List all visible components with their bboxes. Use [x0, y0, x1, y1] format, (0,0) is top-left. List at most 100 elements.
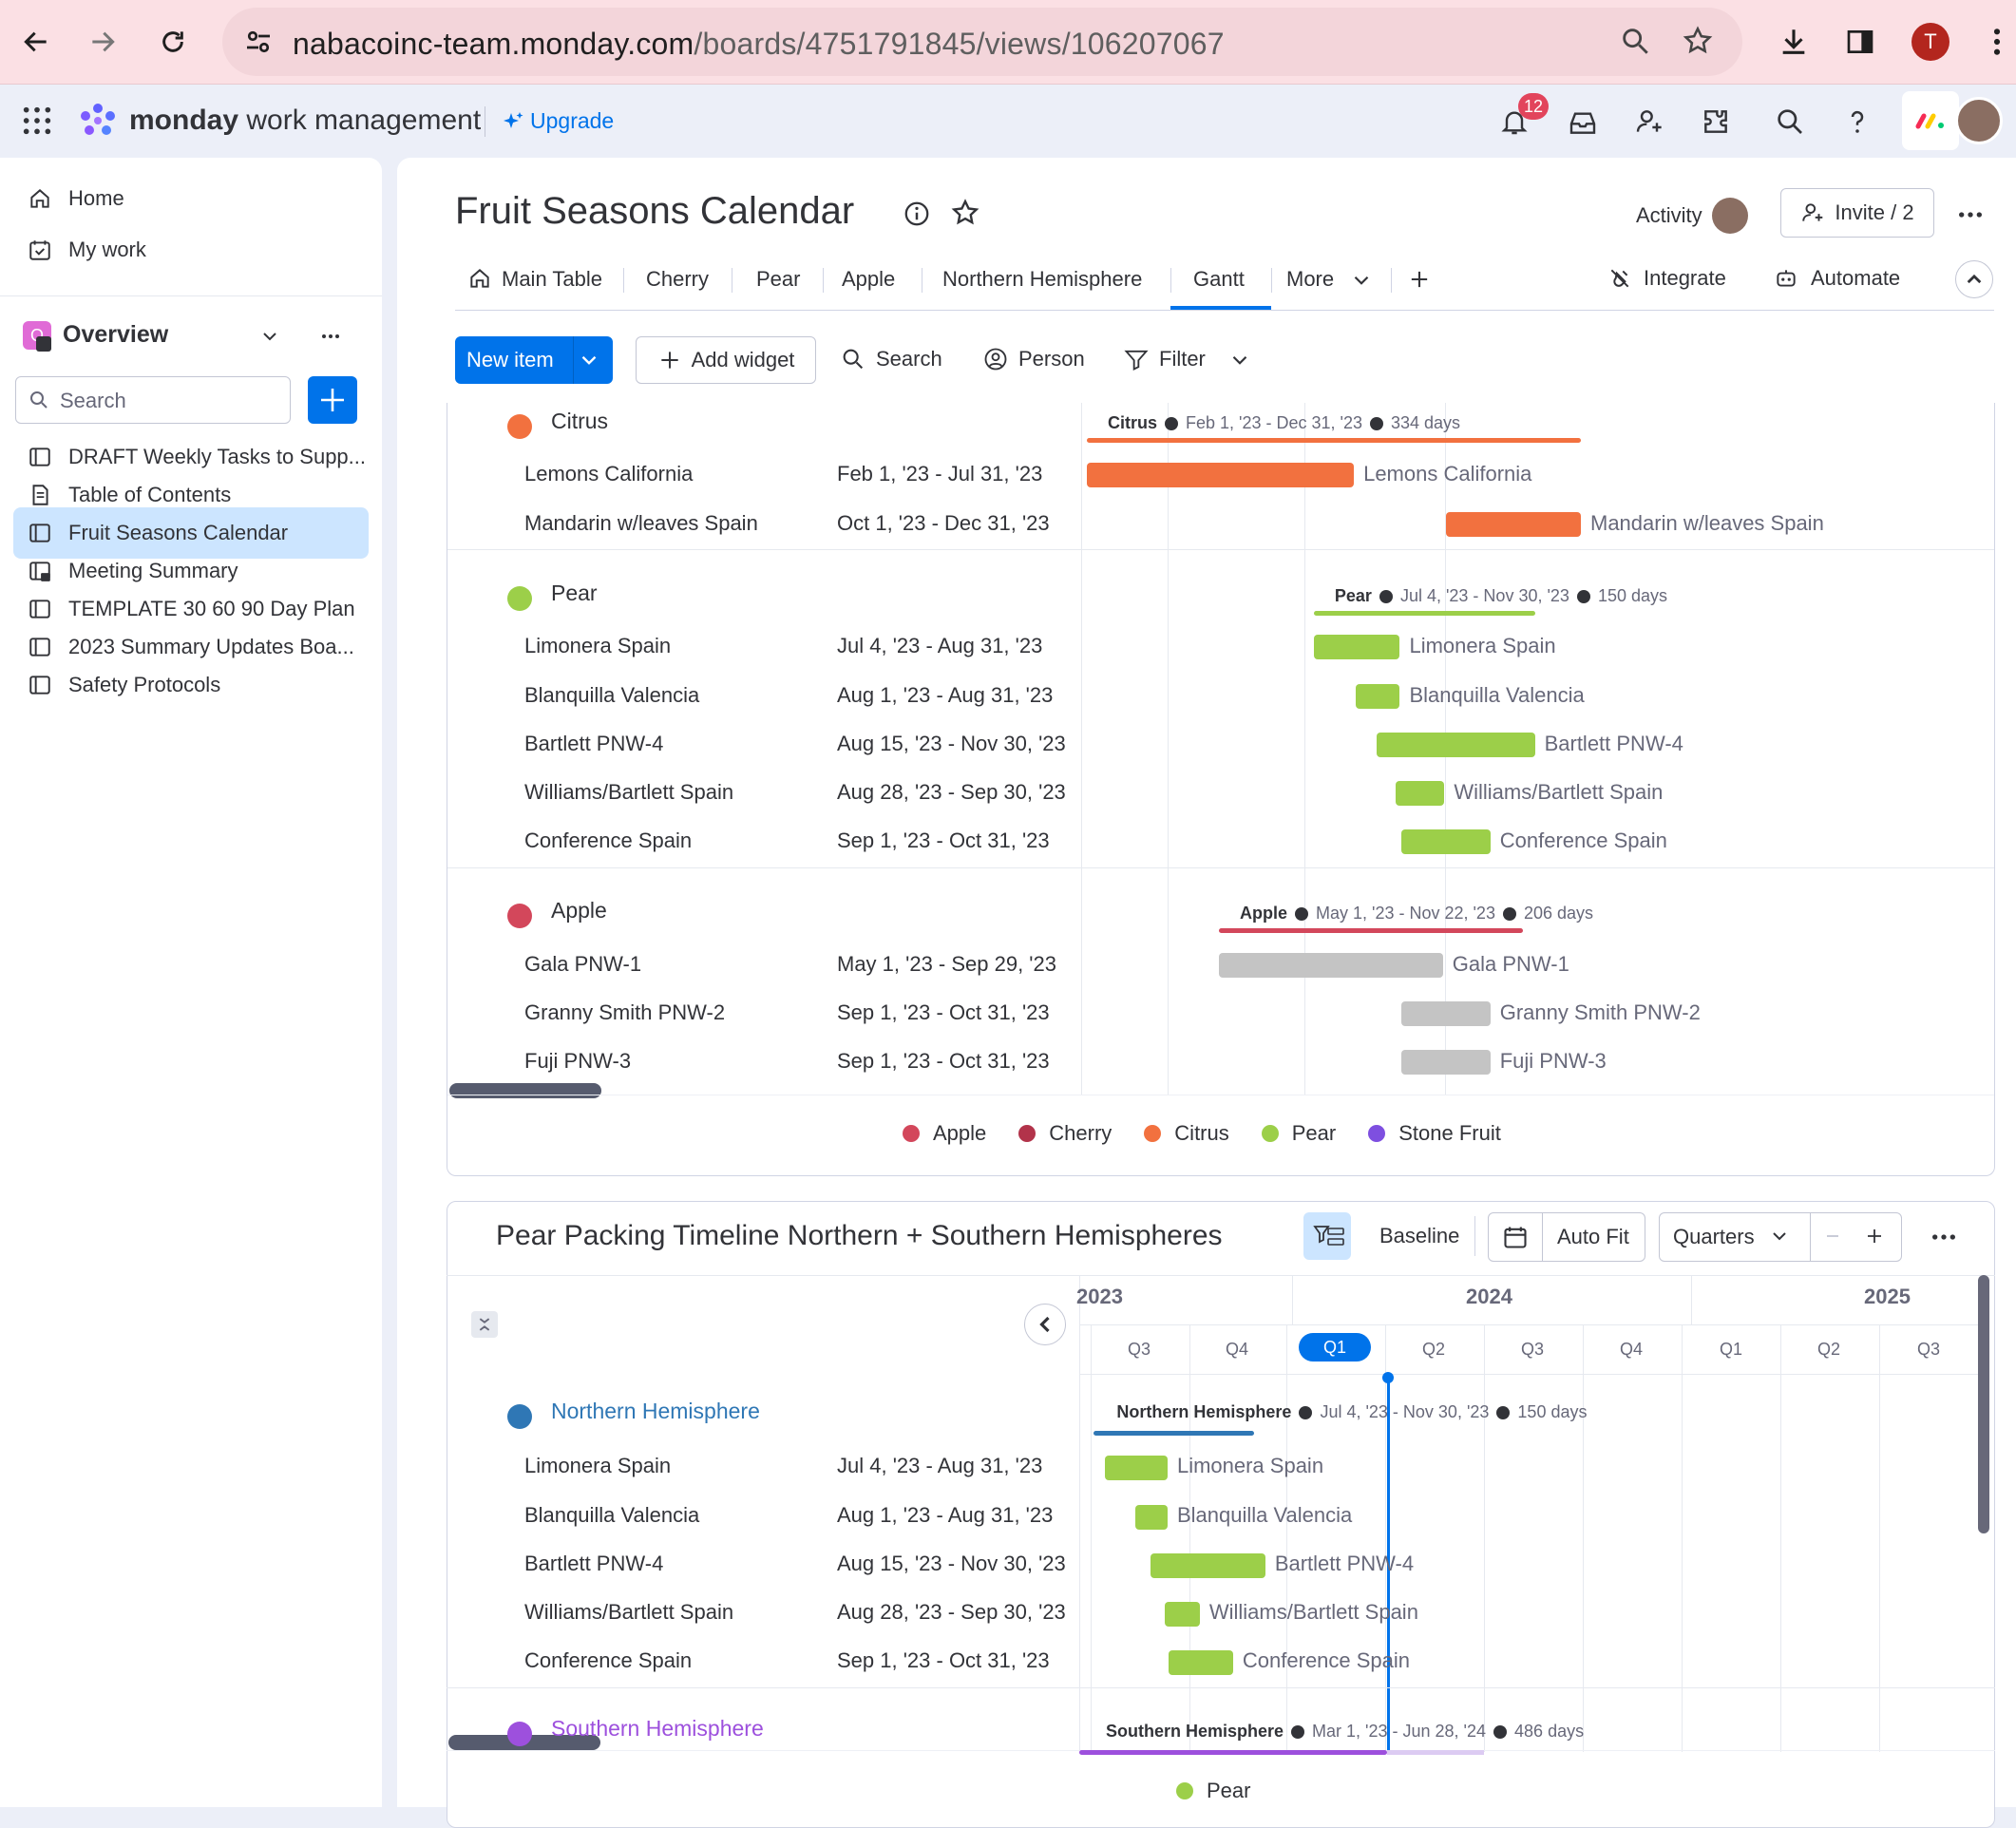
apps-grid-icon[interactable] [21, 105, 53, 137]
search-button[interactable]: Search [840, 346, 942, 372]
item-timeline[interactable]: Sep 1, '23 - Oct 31, '23 [837, 1648, 1050, 1672]
item-name[interactable]: Williams/Bartlett Spain [524, 1600, 734, 1624]
item-timeline[interactable]: Jul 4, '23 - Aug 31, '23 [837, 634, 1043, 657]
item-name[interactable]: Gala PNW-1 [524, 952, 642, 976]
zoom-out-minus-icon[interactable] [1821, 1225, 1844, 1247]
address-bar[interactable]: nabacoinc-team.monday.com/boards/4751791… [222, 8, 1742, 76]
widget-more-icon[interactable] [1929, 1222, 1959, 1252]
item-timeline[interactable]: Sep 1, '23 - Oct 31, '23 [837, 1049, 1050, 1073]
item-timeline[interactable]: Aug 1, '23 - Aug 31, '23 [837, 1503, 1054, 1527]
item-name[interactable]: Blanquilla Valencia [524, 1503, 700, 1527]
legend-item[interactable]: Pear [1261, 1121, 1336, 1146]
item-name[interactable]: Bartlett PNW-4 [524, 1552, 664, 1575]
group-summary-bar[interactable] [1313, 611, 1535, 616]
reload-icon[interactable] [152, 21, 194, 63]
gantt-bar[interactable] [1218, 953, 1443, 978]
profile-avatar[interactable]: T [1910, 21, 1951, 63]
integrations-puzzle-icon[interactable] [1701, 106, 1731, 137]
group-title[interactable]: Apple [551, 898, 607, 923]
tab-cherry[interactable]: Cherry [646, 260, 709, 298]
download-icon[interactable] [1773, 21, 1815, 63]
tab-more[interactable]: More [1286, 260, 1334, 298]
gantt-bar[interactable] [1376, 733, 1535, 757]
item-name[interactable]: Conference Spain [524, 828, 693, 852]
forward-icon[interactable] [82, 21, 124, 63]
gantt-bar[interactable] [1105, 1456, 1168, 1480]
sidebar-board-item[interactable]: Table of Contents [13, 469, 369, 521]
zoom-icon[interactable] [1619, 25, 1651, 57]
group-title[interactable]: Pear [551, 581, 598, 605]
item-timeline[interactable]: Oct 1, '23 - Dec 31, '23 [837, 511, 1050, 535]
collapse-header-button[interactable] [1955, 260, 1993, 298]
group-title[interactable]: Northern Hemisphere [551, 1399, 760, 1423]
item-timeline[interactable]: Sep 1, '23 - Oct 31, '23 [837, 1000, 1050, 1024]
inbox-icon[interactable] [1568, 108, 1598, 137]
integrate-button[interactable]: Integrate [1607, 266, 1726, 291]
user-avatar[interactable] [1955, 97, 2003, 144]
group-summary-bar[interactable] [1087, 438, 1581, 443]
item-name[interactable]: Mandarin w/leaves Spain [524, 511, 758, 535]
item-timeline[interactable]: Jul 4, '23 - Aug 31, '23 [837, 1454, 1043, 1477]
legend-item[interactable]: Apple [903, 1121, 986, 1146]
sidebar-board-item[interactable]: TEMPLATE 30 60 90 Day Plan [13, 583, 369, 635]
site-settings-icon[interactable] [241, 25, 276, 59]
bookmark-star-icon[interactable] [1682, 25, 1714, 57]
group-summary-bar[interactable] [1094, 1431, 1254, 1436]
filter-button[interactable]: Filter [1123, 346, 1206, 372]
automate-button[interactable]: Automate [1773, 266, 1900, 291]
gantt-bar[interactable] [1135, 1505, 1168, 1530]
item-name[interactable]: Limonera Spain [524, 634, 672, 657]
side-panel-icon[interactable] [1839, 21, 1881, 63]
add-widget-button[interactable]: Add widget [636, 336, 816, 384]
item-timeline[interactable]: Sep 1, '23 - Oct 31, '23 [837, 828, 1050, 852]
tab-pear[interactable]: Pear [756, 260, 800, 298]
tab-northern-hemisphere[interactable]: Northern Hemisphere [942, 260, 1142, 298]
legend-item[interactable]: Cherry [1018, 1121, 1112, 1146]
invite-members-icon[interactable] [1634, 106, 1664, 137]
product-switcher[interactable] [1902, 91, 1959, 150]
gantt-bar[interactable] [1401, 1001, 1491, 1026]
sidebar-board-item[interactable]: 2023 Summary Updates Boa... [13, 621, 369, 673]
auto-fit-button[interactable]: Auto Fit [1488, 1212, 1645, 1262]
gantt-bar[interactable] [1401, 1050, 1491, 1075]
item-name[interactable]: Fuji PNW-3 [524, 1049, 632, 1073]
workspace-more-icon[interactable] [317, 325, 344, 348]
scale-dropdown[interactable]: Quarters [1659, 1212, 1902, 1262]
gantt-bar[interactable] [1355, 684, 1400, 709]
sidebar-board-item[interactable]: Fruit Seasons Calendar [13, 507, 369, 559]
item-name[interactable]: Conference Spain [524, 1648, 693, 1672]
info-icon[interactable] [903, 200, 931, 228]
gantt-bar[interactable] [1395, 781, 1445, 806]
scroll-left-button[interactable] [1024, 1304, 1066, 1345]
gantt-bar[interactable] [1087, 463, 1355, 487]
item-timeline[interactable]: May 1, '23 - Sep 29, '23 [837, 952, 1056, 976]
workspace-name[interactable]: Overview [63, 321, 169, 348]
board-more-icon[interactable] [1955, 200, 1986, 230]
legend-item[interactable]: Pear [1176, 1779, 1250, 1803]
upgrade-link[interactable]: Upgrade [502, 108, 614, 134]
vertical-scrollbar[interactable] [1978, 1275, 1989, 1533]
activity-button[interactable]: Activity [1636, 198, 1748, 234]
group-title[interactable]: Citrus [551, 409, 609, 433]
collapse-all-button[interactable] [471, 1311, 498, 1338]
baseline-label[interactable]: Baseline [1379, 1224, 1460, 1247]
page-title[interactable]: Fruit Seasons Calendar [455, 190, 855, 232]
add-board-button[interactable] [308, 376, 357, 424]
group-summary-bar[interactable] [1079, 1750, 1387, 1755]
item-timeline[interactable]: Aug 15, '23 - Nov 30, '23 [837, 732, 1066, 755]
gantt-bar[interactable] [1313, 635, 1400, 659]
notifications-bell-icon[interactable] [1499, 106, 1530, 137]
item-name[interactable]: Blanquilla Valencia [524, 683, 700, 707]
item-timeline[interactable]: Aug 15, '23 - Nov 30, '23 [837, 1552, 1066, 1575]
sidebar-search-input[interactable]: Search [15, 376, 291, 424]
browser-menu-icon[interactable] [1976, 21, 2016, 63]
item-timeline[interactable]: Feb 1, '23 - Jul 31, '23 [837, 462, 1043, 486]
person-button[interactable]: Person [982, 346, 1085, 372]
baseline-filter-toggle[interactable] [1303, 1212, 1351, 1260]
back-icon[interactable] [15, 21, 57, 63]
sidebar-board-item[interactable]: Meeting Summary [13, 545, 369, 597]
invite-button[interactable]: Invite / 2 [1780, 188, 1934, 238]
tab-apple[interactable]: Apple [842, 260, 895, 298]
widget-title[interactable]: Pear Packing Timeline Northern + Souther… [496, 1220, 1223, 1251]
group-title[interactable]: Southern Hemisphere [551, 1716, 764, 1741]
